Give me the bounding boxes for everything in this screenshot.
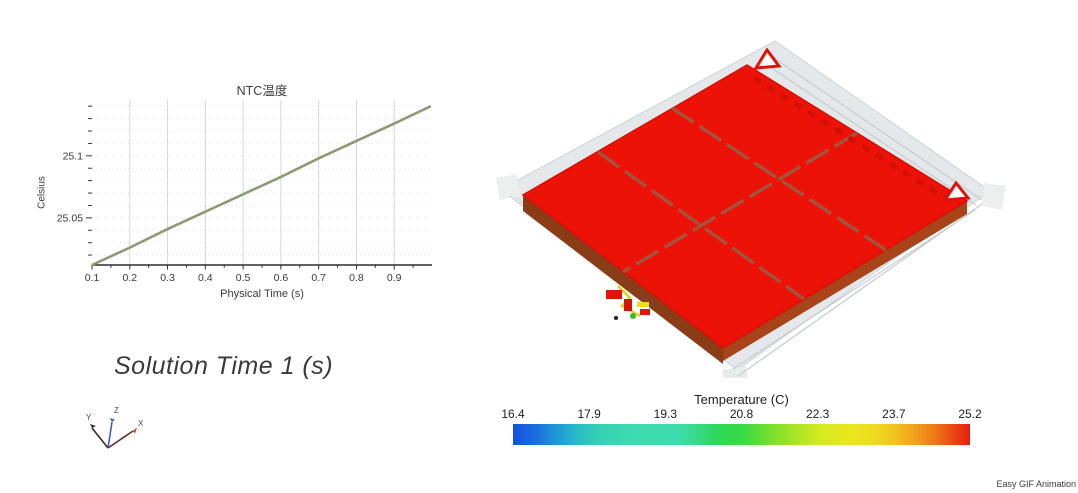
svg-text:0.8: 0.8: [349, 272, 364, 284]
temperature-colorbar: Temperature (C) 16.4 17.9 19.3 20.8 22.3 23.7…: [500, 392, 982, 454]
solution-time-text: Solution Time 1 (s): [114, 352, 334, 380]
line-chart: 25.05 25.1 0.1 0.2 0.3 0.4 0.5 0.6 0.7 0.8 0.9: [57, 100, 432, 284]
colorbar-tick-labels: 16.4 17.9 19.3 20.8 22.3 23.7 25.2: [501, 407, 981, 421]
colorbar-tick-label: 20.8: [729, 407, 754, 421]
colorbar-tick-label: 25.2: [958, 407, 982, 421]
colorbar-tick-label: 23.7: [882, 407, 906, 421]
svg-text:0.6: 0.6: [274, 272, 289, 284]
x-axis-label-glyph: X: [138, 419, 144, 428]
x-axis-arrow-icon: [107, 427, 137, 449]
svg-text:0.4: 0.4: [198, 272, 213, 284]
module-side-wall-right: [723, 201, 967, 361]
svg-text:0.2: 0.2: [122, 272, 137, 284]
z-axis-arrow-icon: [107, 418, 115, 449]
z-axis-label-glyph: Z: [114, 406, 119, 415]
svg-text:25.05: 25.05: [57, 212, 83, 224]
colorbar-gradient: [513, 424, 970, 445]
svg-text:0.5: 0.5: [236, 272, 251, 284]
plot-title: NTC温度: [236, 84, 288, 98]
svg-text:0.1: 0.1: [85, 272, 100, 284]
y-axis-arrow-icon: [90, 424, 109, 449]
battery-pack-3d-view: [496, 40, 1006, 378]
watermark-text: Easy GIF Animation: [996, 479, 1076, 489]
y-axis-label-glyph: Y: [86, 413, 92, 422]
tray-tab-bottom: [722, 366, 748, 378]
y-axis-label: Celsius: [36, 176, 48, 209]
colorbar-title: Temperature (C): [694, 392, 789, 407]
tray-striations: [509, 53, 983, 377]
module-side-wall-left: [523, 195, 723, 364]
colorbar-tick-label: 22.3: [805, 407, 830, 421]
tray-tab-right: [982, 183, 1006, 210]
module-dividers: [597, 106, 887, 301]
svg-text:0.9: 0.9: [387, 272, 402, 284]
ntc-temperature-plot: NTC温度 25.05 25.1 0.1 0.2 0.3 0.4 0.5 0.6 0.7 0.8 0…: [30, 75, 460, 325]
svg-text:25.1: 25.1: [63, 150, 84, 162]
svg-text:0.7: 0.7: [311, 272, 326, 284]
colorbar-tick-label: 17.9: [577, 407, 601, 421]
corner-marker-right: [942, 180, 971, 202]
coolant-connectors: [606, 285, 650, 320]
colorbar-tick-label: 16.4: [501, 407, 525, 421]
svg-text:0.3: 0.3: [160, 272, 175, 284]
axis-triad-icon: Y Z X: [86, 406, 144, 449]
x-axis-label: Physical Time (s): [220, 288, 304, 300]
battery-module-surface: [521, 64, 969, 349]
colorbar-tick-label: 19.3: [653, 407, 678, 421]
corner-marker-top: [753, 47, 782, 70]
tray-tab-left: [496, 174, 520, 200]
